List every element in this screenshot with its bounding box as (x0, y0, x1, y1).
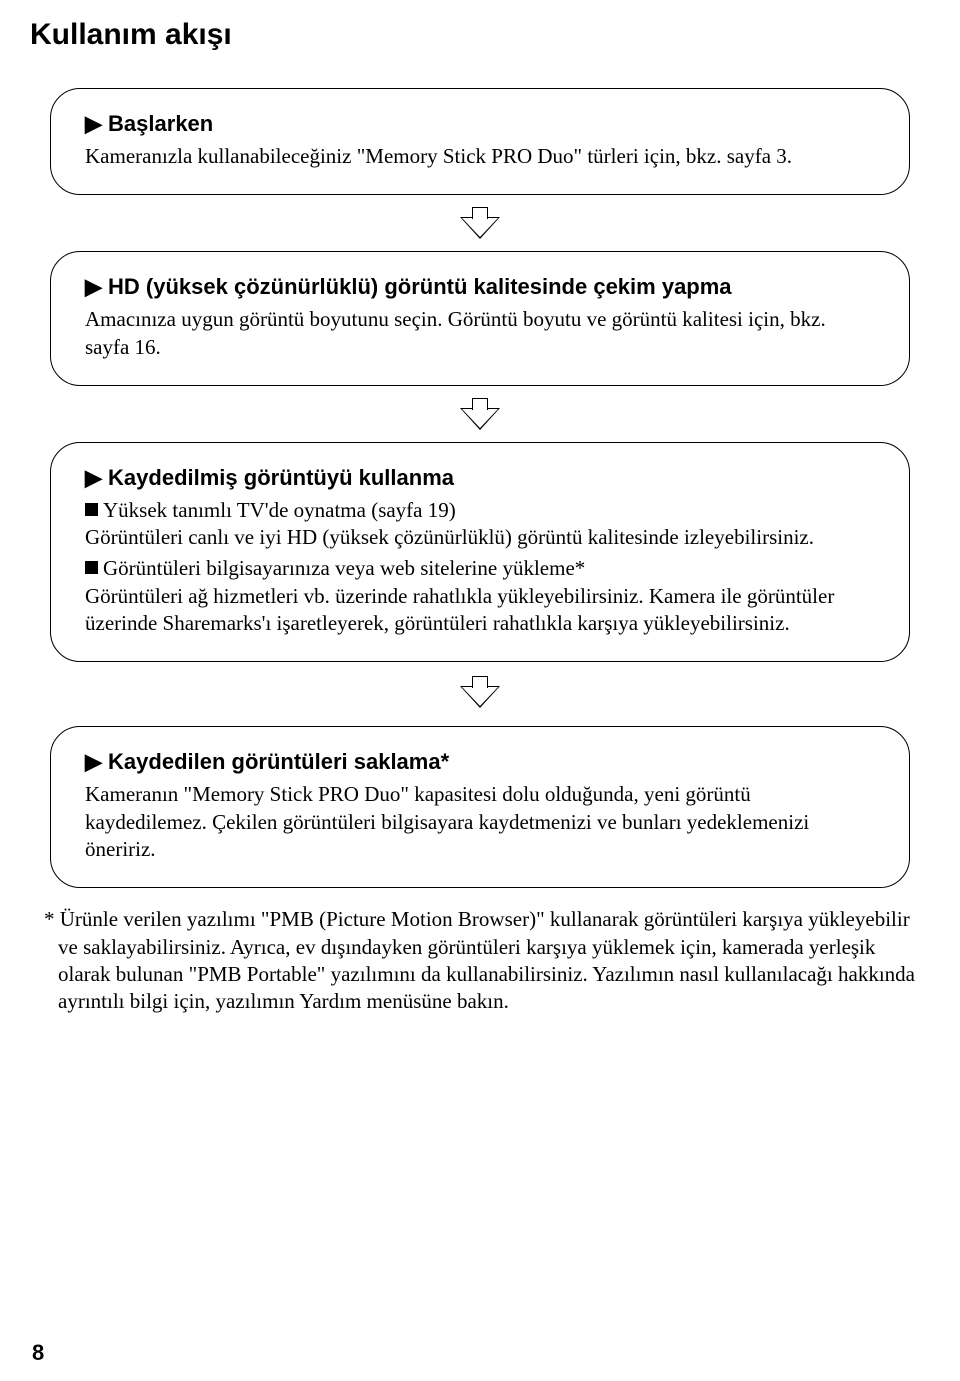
page-title: Kullanım akışı (30, 18, 920, 52)
box-body: Kameranın "Memory Stick PRO Duo" kapasit… (85, 781, 875, 863)
triangle-icon: ▶ (85, 749, 102, 774)
box-heading: ▶ Başlarken (85, 111, 875, 137)
box-heading: ▶ HD (yüksek çözünürlüklü) görüntü kalit… (85, 274, 875, 300)
item-body: Görüntüleri ağ hizmetleri vb. üzerinde r… (85, 583, 875, 638)
item-label: Yüksek tanımlı TV'de oynatma (sayfa 19) (103, 498, 456, 522)
flow-arrow-icon (460, 398, 500, 430)
box-body: Kameranızla kullanabileceğiniz "Memory S… (85, 143, 875, 170)
footnote-text: * Ürünle verilen yazılımı "PMB (Picture … (44, 906, 916, 1015)
box-body: Amacınıza uygun görüntü boyutunu seçin. … (85, 306, 875, 361)
heading-text: Başlarken (108, 111, 213, 136)
flow-box-record: ▶ HD (yüksek çözünürlüklü) görüntü kalit… (50, 251, 910, 386)
heading-text: HD (yüksek çözünürlüklü) görüntü kalites… (108, 274, 732, 299)
flow-arrow-icon (460, 676, 500, 708)
triangle-icon: ▶ (85, 111, 102, 136)
sub-item: Görüntüleri bilgisayarınıza veya web sit… (85, 555, 875, 582)
flow-arrow-icon (460, 207, 500, 239)
item-label: Görüntüleri bilgisayarınıza veya web sit… (103, 556, 585, 580)
triangle-icon: ▶ (85, 465, 102, 490)
bullet-icon (85, 561, 98, 574)
flow-box-save: ▶ Kaydedilen görüntüleri saklama* Kamera… (50, 726, 910, 888)
box-heading: ▶ Kaydedilen görüntüleri saklama* (85, 749, 875, 775)
flow-box-use: ▶ Kaydedilmiş görüntüyü kullanma Yüksek … (50, 442, 910, 662)
heading-text: Kaydedilmiş görüntüyü kullanma (108, 465, 454, 490)
box-heading: ▶ Kaydedilmiş görüntüyü kullanma (85, 465, 875, 491)
heading-text: Kaydedilen görüntüleri saklama* (108, 749, 449, 774)
flow-box-start: ▶ Başlarken Kameranızla kullanabileceğin… (50, 88, 910, 195)
page-number: 8 (32, 1340, 44, 1366)
sub-item: Yüksek tanımlı TV'de oynatma (sayfa 19) (85, 497, 875, 524)
bullet-icon (85, 503, 98, 516)
triangle-icon: ▶ (85, 274, 102, 299)
item-body: Görüntüleri canlı ve iyi HD (yüksek çözü… (85, 524, 875, 551)
